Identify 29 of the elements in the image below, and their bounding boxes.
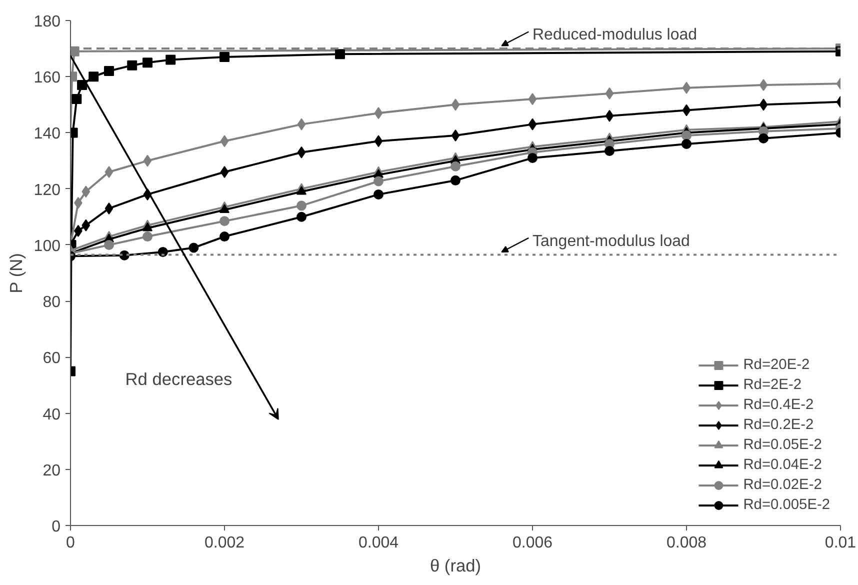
y-tick-label: 140	[34, 126, 61, 143]
y-tick-label: 180	[34, 14, 61, 30]
x-tick-label: 0.008	[666, 534, 707, 552]
legend-label: Rd=0.4E-2	[743, 396, 814, 415]
annotation: Rd decreases	[125, 369, 233, 390]
legend-label: Rd=0.005E-2	[743, 496, 830, 515]
legend-label: Rd=2E-2	[743, 376, 802, 395]
x-tick-label: 0.01	[824, 534, 856, 552]
y-tick-label: 80	[42, 294, 61, 312]
x-axis-title: θ (rad)	[430, 556, 482, 576]
x-tick-label: 0.006	[512, 534, 553, 552]
ref-line-label: Tangent-modulus load	[532, 232, 690, 250]
y-tick-label: 120	[34, 182, 61, 199]
y-tick-label: 40	[42, 406, 61, 424]
x-tick-label: 0.002	[204, 534, 245, 552]
x-tick-label: 0	[66, 534, 76, 552]
x-tick-label: 0.004	[358, 534, 399, 552]
y-tick-label: 100	[34, 238, 61, 255]
y-tick-label: 60	[42, 350, 61, 368]
legend-label: Rd=0.2E-2	[743, 416, 814, 435]
legend-label: Rd=0.04E-2	[743, 456, 822, 475]
y-axis-title: P (N)	[6, 253, 26, 294]
ref-line-label: Reduced-modulus load	[532, 26, 698, 44]
y-tick-label: 0	[52, 518, 61, 536]
legend-label: Rd=0.05E-2	[743, 436, 822, 455]
legend-label: Rd=0.02E-2	[743, 476, 822, 495]
y-tick-label: 20	[42, 462, 61, 480]
legend-label: Rd=20E-2	[743, 356, 810, 375]
y-tick-label: 160	[34, 70, 61, 87]
